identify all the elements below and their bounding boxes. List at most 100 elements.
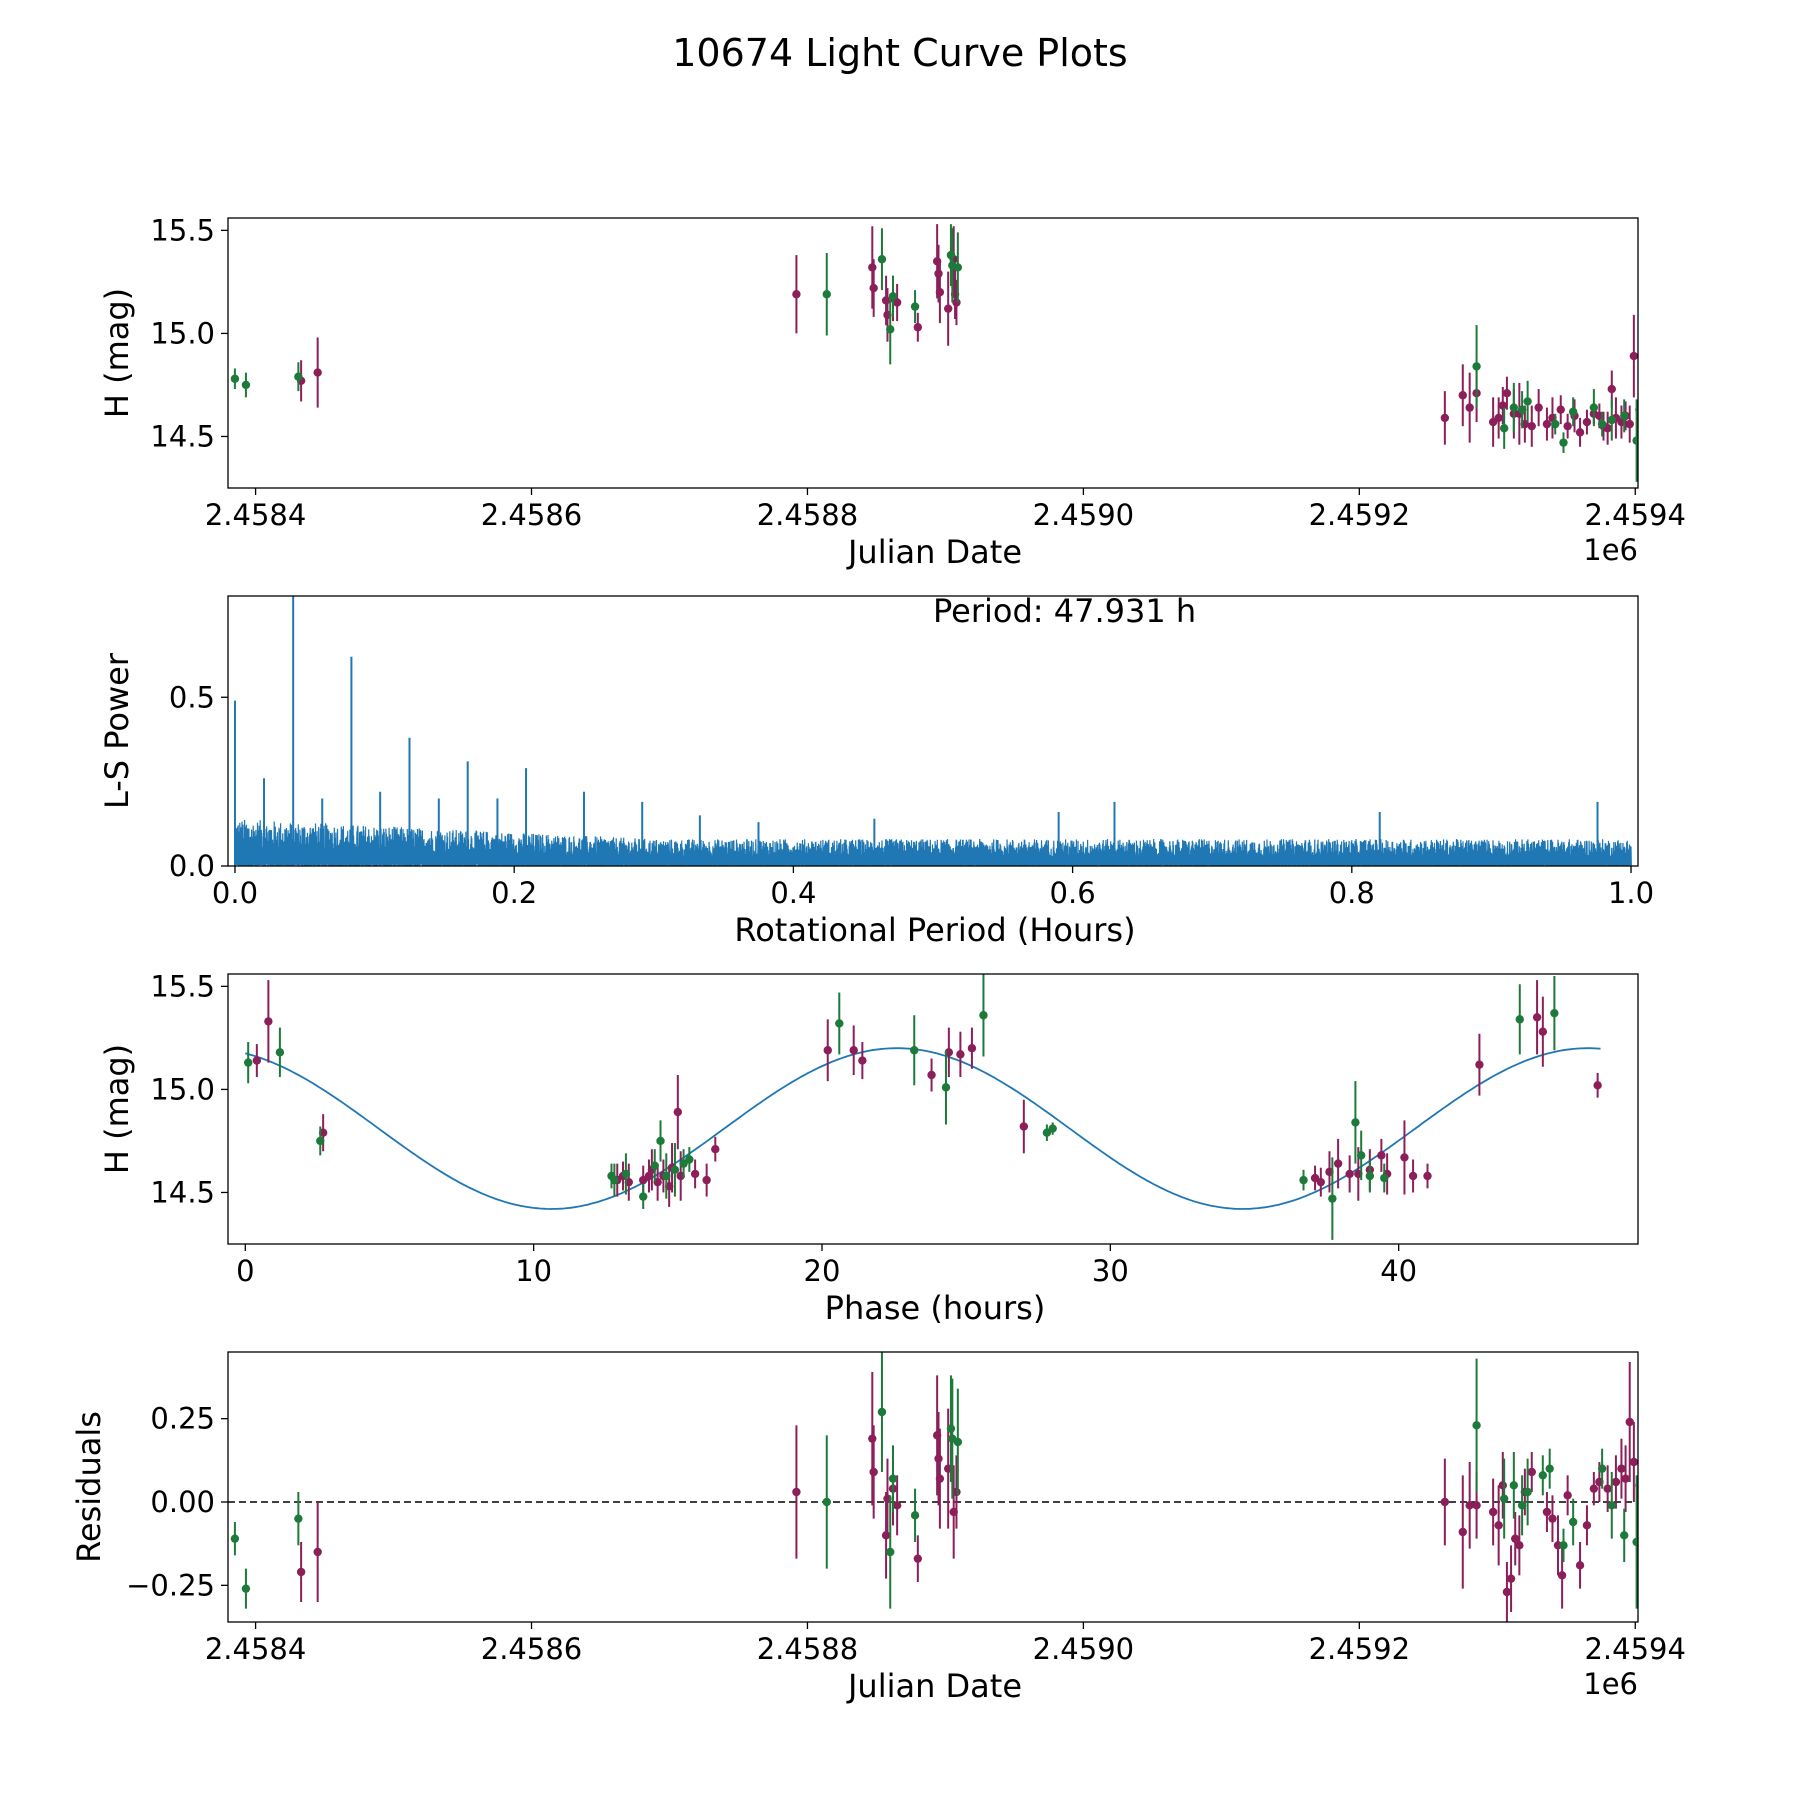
residuals-point xyxy=(1621,1474,1630,1483)
residuals-xlabel: Julian Date xyxy=(846,1667,1022,1705)
residuals-point xyxy=(1559,1541,1568,1550)
lightcurve-point xyxy=(313,368,322,377)
lightcurve-point xyxy=(241,380,251,390)
residuals-point xyxy=(1517,1501,1527,1510)
phased-point xyxy=(1475,1060,1484,1069)
periodogram-frame xyxy=(227,595,1639,867)
phased-point xyxy=(1345,1169,1354,1179)
residuals-point xyxy=(1607,1501,1616,1510)
residuals-point xyxy=(294,1514,303,1523)
lightcurve-xtick-label: 2.4590 xyxy=(1033,498,1134,532)
residuals-point xyxy=(822,1497,831,1507)
phased-point xyxy=(1365,1171,1375,1181)
lightcurve-point xyxy=(1648,379,1656,387)
lightcurve-point xyxy=(1563,421,1572,431)
lightcurve-point xyxy=(1643,412,1651,420)
residuals-point xyxy=(1506,1574,1516,1583)
residuals-point xyxy=(1548,1514,1557,1523)
residuals-xtick-label: 2.4588 xyxy=(757,1632,858,1666)
residuals-chart: 2.4584 2.4586 2.4588 2.4590 2.4592 2.4594 −0.2… xyxy=(70,1351,1686,1705)
residuals-xtick-label: 2.4584 xyxy=(205,1632,306,1666)
lightcurve-point xyxy=(1575,428,1585,437)
phased-point xyxy=(264,1017,273,1026)
residuals-point xyxy=(1597,1464,1607,1473)
lightcurve-point xyxy=(1656,408,1664,416)
lightcurve-point xyxy=(953,263,963,272)
phased-point xyxy=(941,1083,951,1092)
lightcurve-series-green xyxy=(230,224,1656,482)
residuals-point xyxy=(868,1434,877,1443)
phased-data xyxy=(243,974,1602,1240)
phased-point xyxy=(1356,1151,1366,1160)
residuals-point xyxy=(1617,1464,1626,1473)
phased-point xyxy=(1400,1153,1409,1162)
phased-point xyxy=(621,1169,631,1179)
lightcurve-point xyxy=(1465,403,1474,412)
residuals-point xyxy=(1653,1438,1661,1446)
phased-xlabel: Phase (hours) xyxy=(825,1289,1046,1327)
phased-point xyxy=(858,1056,867,1065)
phased-point xyxy=(910,1046,919,1055)
lightcurve-ytick-label: 15.0 xyxy=(150,316,215,350)
residuals-point xyxy=(296,1567,306,1577)
residuals-point xyxy=(1527,1467,1536,1477)
lightcurve-series-purple xyxy=(296,224,1664,447)
lightcurve-point xyxy=(913,323,923,332)
lightcurve-ylabel: H (mag) xyxy=(98,288,136,418)
phased-point xyxy=(967,1043,977,1053)
phased-point xyxy=(1377,1151,1386,1160)
residuals-point xyxy=(881,1531,891,1540)
phased-series-purple xyxy=(252,980,1602,1207)
lightcurve-ytick-label: 15.5 xyxy=(150,213,215,247)
lightcurve-point xyxy=(1607,384,1616,394)
lightcurve-point xyxy=(1517,405,1527,414)
phased-point xyxy=(1299,1175,1308,1185)
phased-point xyxy=(656,1136,665,1146)
residuals-data xyxy=(228,1352,1661,1622)
phased-point xyxy=(690,1169,700,1179)
residuals-point xyxy=(1458,1527,1467,1537)
phased-point xyxy=(835,1019,844,1028)
phased-xtick-label: 20 xyxy=(804,1254,841,1288)
periodogram-xtick-label: 0.8 xyxy=(1329,876,1375,910)
phased-point xyxy=(1380,1173,1389,1183)
lightcurve-xtick-label: 2.4584 xyxy=(205,498,306,532)
periodogram-ylabel: L-S Power xyxy=(98,652,136,809)
residuals-point xyxy=(1629,1457,1638,1467)
residuals-point xyxy=(1557,1571,1567,1580)
lightcurve-point xyxy=(1542,419,1552,429)
lightcurve-xtick-label: 2.4586 xyxy=(481,498,582,532)
lightcurve-point xyxy=(1620,411,1629,421)
residuals-point xyxy=(1643,1478,1651,1486)
residuals-point xyxy=(877,1407,887,1417)
residuals-point xyxy=(1488,1507,1498,1517)
residuals-x-offset: 1e6 xyxy=(1583,1667,1638,1701)
residuals-point xyxy=(1589,1484,1599,1493)
phased-point xyxy=(243,1058,253,1067)
lightcurve-point xyxy=(1632,436,1638,445)
phased-point xyxy=(1333,1159,1343,1168)
phased-point xyxy=(956,1050,965,1059)
residuals-xtick-label: 2.4594 xyxy=(1584,1632,1685,1666)
residuals-point xyxy=(1523,1487,1532,1497)
phased-point xyxy=(1408,1171,1418,1181)
lightcurve-point xyxy=(1534,403,1543,412)
phased-point xyxy=(927,1070,936,1080)
residuals-point xyxy=(1568,1517,1578,1527)
residuals-point xyxy=(1545,1464,1554,1473)
phased-chart: 0 10 20 30 40 14.5 15.0 15.5 Phase (hours) H (mag… xyxy=(98,969,1639,1327)
residuals-point xyxy=(953,1437,963,1447)
phased-point xyxy=(670,1165,680,1175)
phased-xtick-label: 10 xyxy=(515,1254,552,1288)
periodogram-chart: Period: 47.931 h 0.0 0.2 0.4 0.6 0.8 1.0 0.0 0.5… xyxy=(98,592,1654,949)
phased-ytick-label: 14.5 xyxy=(150,1175,215,1209)
lightcurve-point xyxy=(1494,413,1503,423)
residuals-point xyxy=(241,1584,251,1593)
lightcurve-point xyxy=(1509,403,1519,412)
residuals-point xyxy=(1499,1494,1509,1503)
residuals-point xyxy=(1472,1501,1481,1510)
lightcurve-point xyxy=(294,372,303,381)
phased-point xyxy=(711,1144,720,1154)
residuals-ytick-label: 0.00 xyxy=(150,1485,215,1519)
